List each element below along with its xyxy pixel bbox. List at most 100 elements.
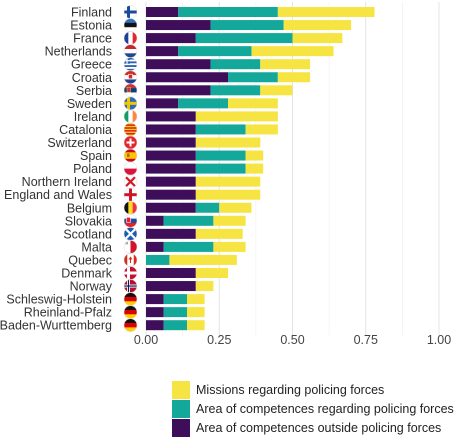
bar-segment-outside: [146, 268, 196, 278]
bar-segment-outside: [146, 33, 196, 44]
bar-segment-outside: [146, 111, 196, 122]
greece-flag-icon: [124, 57, 137, 71]
bar-segment-outside: [146, 202, 196, 213]
bar-segment-outside: [146, 241, 164, 252]
category-label: Slovakia: [65, 214, 112, 228]
legend-label: Area of competences regarding policing f…: [196, 401, 454, 416]
slovakia-flag-icon: [124, 214, 137, 228]
bar-segment-outside: [146, 163, 196, 174]
scotland-flag-icon: [124, 227, 137, 241]
bar-segment-missions: [213, 241, 246, 252]
category-label: Catalonia: [59, 123, 112, 137]
bar-segment-outside: [146, 189, 196, 200]
bar-segment-missions: [277, 72, 311, 83]
bar-segment-outside: [146, 307, 164, 318]
legend-label: Area of competences outside policing for…: [196, 420, 442, 435]
category-label: Northern Ireland: [22, 175, 112, 189]
category-label: Belgium: [67, 201, 112, 215]
catalonia-flag-icon: [124, 122, 137, 136]
northern-ireland-flag-icon: [124, 175, 137, 189]
bar-segment-outside: [146, 150, 196, 161]
category-label: Schleswig-Holstein: [6, 293, 112, 307]
x-tick-label: 0.75: [354, 333, 378, 347]
finland-flag-icon: [124, 5, 137, 19]
bar-segment-regarding: [210, 20, 284, 31]
legend: Missions regarding policing forces Area …: [172, 380, 454, 437]
category-label: Finland: [71, 6, 112, 20]
gridlines: [145, 2, 440, 336]
bar-segment-regarding: [163, 241, 214, 252]
category-label: Switzerland: [47, 136, 112, 150]
bar-segment-missions: [169, 254, 237, 265]
bar-segment-regarding: [195, 150, 246, 161]
legend-item: Area of competences regarding policing f…: [172, 399, 454, 418]
norway-flag-icon: [124, 279, 137, 293]
category-labels: FinlandEstoniaFranceNetherlandsGreeceCro…: [0, 6, 113, 333]
bar-segment-regarding: [163, 215, 214, 226]
bar-segment-outside: [146, 294, 164, 305]
switzerland-flag-icon: [124, 136, 137, 149]
category-label: Quebec: [68, 253, 112, 267]
denmark-flag-icon: [124, 266, 137, 280]
england-flag-icon: [124, 188, 137, 202]
serbia-flag-icon: [124, 83, 137, 97]
bar-segment-regarding: [210, 85, 261, 96]
poland-flag-icon: [124, 162, 137, 176]
bar-segment-regarding: [195, 33, 293, 44]
baden-wurttemberg-flag-icon: [124, 318, 137, 332]
bar-segment-missions: [195, 228, 243, 239]
bar-segment-missions: [260, 85, 293, 96]
bar-segment-outside: [146, 85, 211, 96]
legend-swatch-missions: [172, 380, 190, 399]
bar-segment-missions: [245, 150, 264, 161]
bar-segment-regarding: [178, 7, 278, 17]
category-label: England and Wales: [4, 188, 112, 202]
bar-segment-regarding: [163, 307, 188, 318]
x-tick-label: 0.00: [134, 333, 158, 347]
bar-segment-missions: [195, 111, 278, 122]
netherlands-flag-icon: [124, 44, 137, 58]
bar-segment-regarding: [195, 163, 246, 174]
bar-segment-missions: [195, 268, 229, 278]
bar-segment-outside: [146, 72, 229, 83]
legend-label: Missions regarding policing forces: [196, 382, 385, 397]
bar-segment-outside: [146, 281, 196, 292]
category-label: Poland: [73, 162, 112, 176]
x-axis-ticks: 0.00 0.25 0.50 0.75 1.00: [134, 333, 451, 347]
x-tick-label: 1.00: [427, 333, 451, 347]
bar-segment-regarding: [146, 254, 170, 265]
category-label: Spain: [80, 149, 112, 163]
bar-segment-missions: [260, 59, 311, 70]
bar-segment-regarding: [210, 59, 261, 70]
chart: FinlandEstoniaFranceNetherlandsGreeceCro…: [0, 2, 451, 347]
flag-outline: [123, 318, 138, 332]
bar-segment-regarding: [228, 72, 278, 83]
legend-swatch-competences-outside: [172, 418, 190, 437]
bar-segment-outside: [146, 176, 196, 187]
bar-segment-regarding: [178, 98, 229, 109]
bar-segment-outside: [146, 98, 179, 109]
bar-segment-missions: [187, 294, 205, 305]
bar-segment-missions: [213, 215, 246, 226]
bar-segment-outside: [146, 215, 164, 226]
category-label: Sweden: [67, 97, 112, 111]
bars: [146, 7, 375, 331]
category-label: France: [73, 32, 112, 46]
bar-segment-outside: [146, 137, 196, 148]
spain-flag-icon: [124, 149, 137, 163]
bar-segment-missions: [187, 307, 205, 318]
bar-segment-regarding: [195, 124, 246, 135]
estonia-flag-icon: [124, 18, 137, 32]
bar-segment-outside: [146, 46, 179, 57]
bar-segment-missions: [195, 189, 261, 200]
legend-item: Area of competences outside policing for…: [172, 418, 454, 437]
bar-segment-missions: [195, 176, 261, 187]
category-label: Croatia: [72, 71, 112, 85]
bar-segment-regarding: [163, 320, 188, 331]
legend-item: Missions regarding policing forces: [172, 380, 454, 399]
rheinland-pfalz-flag-icon: [124, 305, 137, 319]
bar-segment-regarding: [178, 46, 252, 57]
bar-segment-missions: [292, 33, 343, 44]
x-tick-label: 0.25: [207, 333, 231, 347]
category-label: Netherlands: [45, 45, 112, 59]
